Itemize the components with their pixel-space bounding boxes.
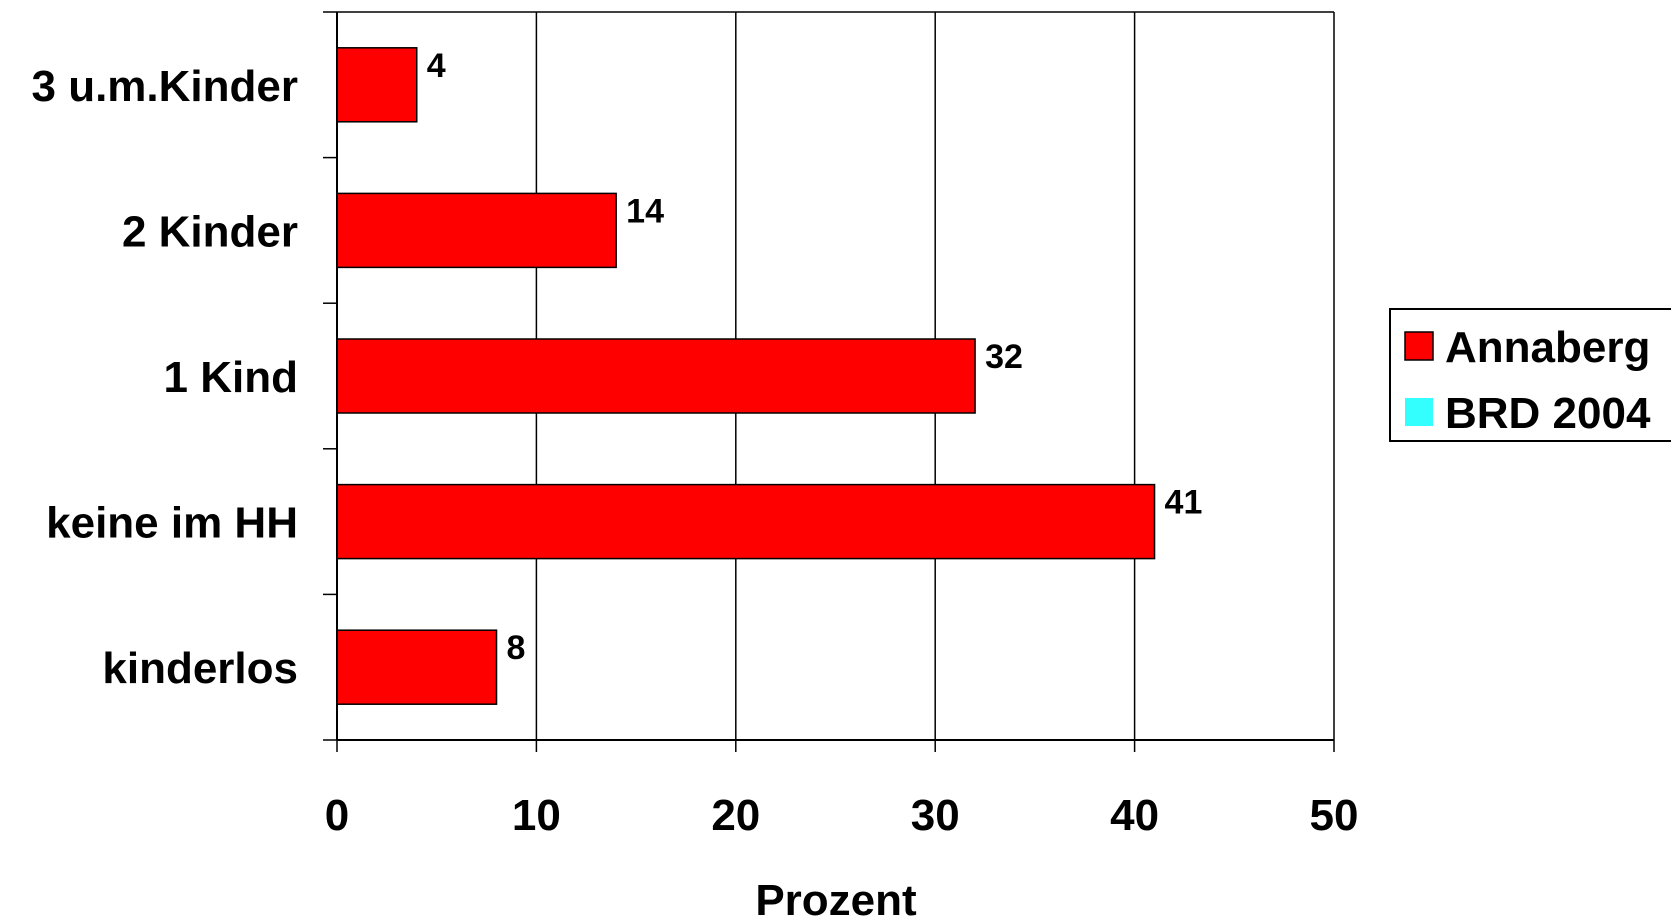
x-tick-label: 40 (1110, 791, 1159, 840)
bar (336, 338, 976, 414)
data-label: 41 (1165, 484, 1203, 522)
legend-label-annaberg: Annaberg (1445, 323, 1650, 372)
x-tick-label: 30 (911, 791, 960, 840)
x-axis-title: Prozent (755, 876, 917, 920)
data-label: 32 (985, 338, 1023, 376)
legend-swatch-annaberg (1404, 331, 1434, 361)
legend: Annaberg BRD 2004 (1389, 308, 1671, 442)
bar (336, 47, 418, 123)
x-tick-label: 0 (325, 791, 349, 840)
legend-swatch-brd-2004 (1405, 398, 1433, 426)
data-label: 4 (427, 47, 446, 85)
data-label: 14 (626, 192, 664, 230)
category-label: kinderlos (102, 644, 298, 693)
category-label: keine im HH (46, 499, 298, 548)
category-label: 1 Kind (164, 353, 298, 402)
bars (336, 47, 1156, 705)
legend-label-brd-2004: BRD 2004 (1445, 389, 1651, 438)
category-label: 2 Kinder (122, 207, 298, 256)
legend-frame (1389, 308, 1671, 442)
labels: 0 10 20 30 40 50 8 kinderlos 41 keine im HH 32 1 Ki… (32, 47, 1359, 840)
data-label: 8 (507, 629, 526, 667)
bar (336, 483, 1156, 560)
category-label: 3 u.m.Kinder (32, 62, 299, 111)
bar (336, 192, 617, 269)
bar (336, 629, 498, 705)
x-tick-label: 10 (512, 791, 561, 840)
x-tick-label: 50 (1310, 791, 1359, 840)
axes (323, 11, 1335, 752)
x-tick-label: 20 (711, 791, 760, 840)
